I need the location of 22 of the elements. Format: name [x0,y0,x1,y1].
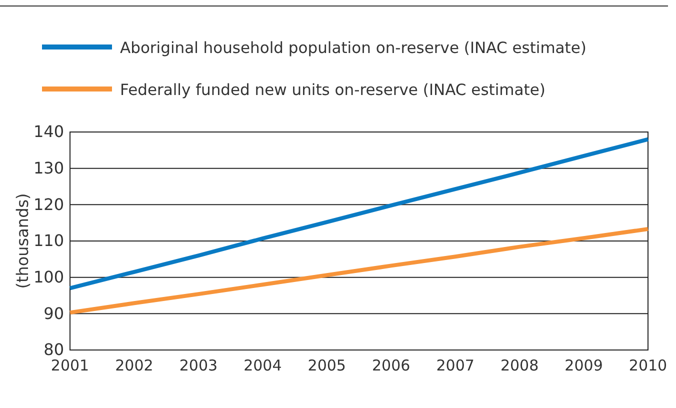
x-tick-label: 2009 [564,356,603,375]
y-axis-title: (thousands) [13,193,32,289]
y-tick-label: 110 [33,231,64,250]
x-tick-label: 2010 [628,356,668,375]
legend-label: Aboriginal household population on-reserve (INAC estimate) [120,39,586,57]
y-tick-label: 100 [33,267,64,286]
line-series [68,137,650,290]
x-tick-label: 2002 [115,356,154,375]
x-tick-label: 2007 [436,356,474,375]
x-tick-label: 2001 [50,356,90,375]
x-tick-label: 2008 [500,356,539,375]
y-tick-label: 90 [44,304,64,323]
legend-label: Federally funded new units on-reserve (INAC estimate) [120,81,546,99]
line-series [68,227,650,315]
x-tick-label: 2004 [244,356,282,375]
x-tick-label: 2006 [372,356,410,375]
y-tick-label: 140 [33,122,64,142]
x-tick-label: 2003 [179,356,218,375]
y-tick-label: 130 [33,158,64,178]
y-tick-label: 120 [33,194,64,214]
x-tick-label: 2005 [308,356,346,375]
y-tick-label: 80 [44,340,64,360]
